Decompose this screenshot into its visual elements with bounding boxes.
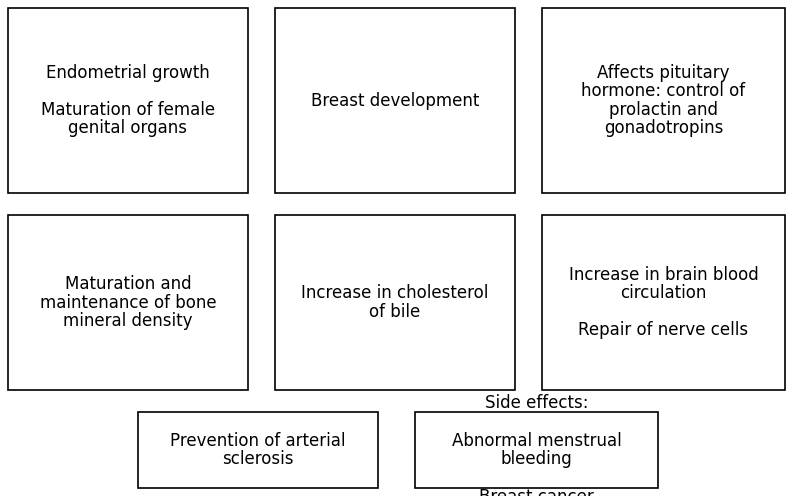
Text: Endometrial growth: Endometrial growth: [46, 63, 210, 82]
Bar: [275, 8, 515, 193]
Text: Abnormal menstrual: Abnormal menstrual: [452, 432, 622, 450]
Text: Maturation of female: Maturation of female: [41, 101, 215, 119]
Text: Repair of nerve cells: Repair of nerve cells: [578, 321, 749, 339]
Text: mineral density: mineral density: [63, 312, 193, 330]
Bar: [415, 412, 658, 488]
Text: circulation: circulation: [620, 284, 707, 302]
Bar: [8, 8, 248, 193]
Bar: [542, 8, 785, 193]
Text: Increase in brain blood: Increase in brain blood: [569, 265, 758, 284]
Text: Increase in cholesterol: Increase in cholesterol: [301, 284, 488, 302]
Bar: [275, 215, 515, 390]
Bar: [8, 215, 248, 390]
Text: Side effects:: Side effects:: [485, 394, 588, 413]
Text: prolactin and: prolactin and: [609, 101, 718, 119]
Text: Breast development: Breast development: [311, 91, 479, 110]
Text: Maturation and: Maturation and: [65, 275, 191, 293]
Text: Affects pituitary: Affects pituitary: [597, 63, 730, 82]
Text: gonadotropins: gonadotropins: [603, 120, 723, 137]
Text: of bile: of bile: [370, 303, 420, 321]
Bar: [138, 412, 378, 488]
Text: genital organs: genital organs: [68, 120, 187, 137]
Text: Breast cancer: Breast cancer: [479, 488, 594, 496]
Text: bleeding: bleeding: [500, 450, 573, 468]
Bar: [542, 215, 785, 390]
Text: hormone: control of: hormone: control of: [581, 82, 745, 100]
Text: maintenance of bone: maintenance of bone: [40, 294, 216, 311]
Text: Prevention of arterial: Prevention of arterial: [170, 432, 346, 450]
Text: sclerosis: sclerosis: [222, 450, 293, 468]
